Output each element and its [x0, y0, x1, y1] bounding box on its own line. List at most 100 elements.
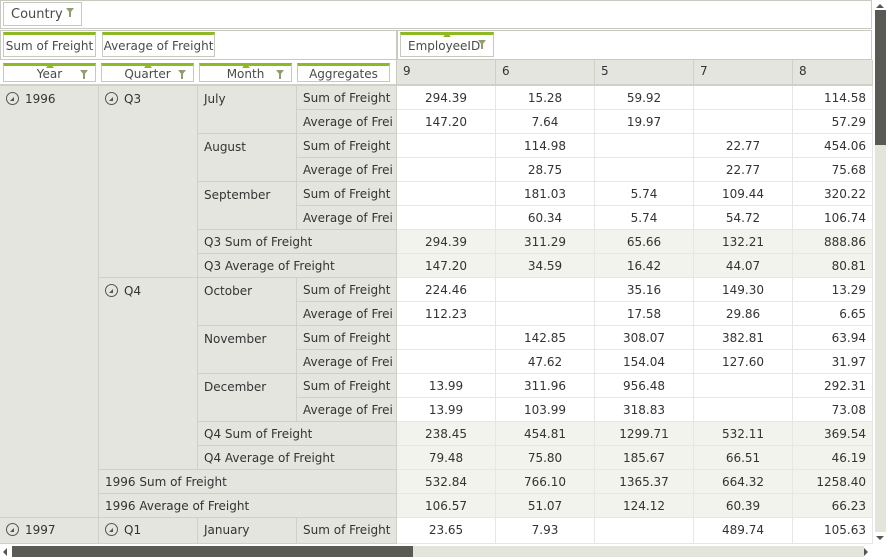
data-cell[interactable]: [397, 206, 496, 230]
data-cell[interactable]: [496, 302, 595, 326]
data-cell[interactable]: 59.92: [595, 86, 694, 110]
collapse-icon[interactable]: [105, 284, 118, 297]
data-cell[interactable]: 142.85: [496, 326, 595, 350]
data-cell[interactable]: 47.62: [496, 350, 595, 374]
data-cell[interactable]: 454.81: [496, 422, 595, 446]
row-field-quarter[interactable]: Quarter: [101, 63, 194, 82]
data-cell[interactable]: 5.74: [595, 182, 694, 206]
row-field-year[interactable]: Year: [3, 63, 96, 82]
row-field-month[interactable]: Month: [199, 63, 292, 82]
data-cell[interactable]: 127.60: [694, 350, 793, 374]
data-cell[interactable]: 60.39: [694, 494, 793, 518]
data-cell[interactable]: 66.23: [793, 494, 873, 518]
data-cell[interactable]: 7.64: [496, 110, 595, 134]
data-cell[interactable]: 34.59: [496, 254, 595, 278]
data-cell[interactable]: [595, 518, 694, 544]
scroll-left-arrow[interactable]: [3, 548, 7, 556]
data-cell[interactable]: 224.46: [397, 278, 496, 302]
scroll-up-arrow[interactable]: [876, 4, 884, 8]
data-cell[interactable]: [397, 326, 496, 350]
data-cell[interactable]: 103.99: [496, 398, 595, 422]
data-cell[interactable]: [595, 134, 694, 158]
column-header-9[interactable]: 9: [397, 60, 496, 86]
data-cell[interactable]: 532.84: [397, 470, 496, 494]
data-cell[interactable]: 318.83: [595, 398, 694, 422]
data-cell[interactable]: [397, 350, 496, 374]
data-cell[interactable]: [595, 158, 694, 182]
column-header-6[interactable]: 6: [496, 60, 595, 86]
data-cell[interactable]: 238.45: [397, 422, 496, 446]
data-cell[interactable]: 15.28: [496, 86, 595, 110]
data-cell[interactable]: 147.20: [397, 254, 496, 278]
data-cell[interactable]: 766.10: [496, 470, 595, 494]
row-header-year-1996[interactable]: 1996: [0, 86, 99, 518]
row-field-aggregates[interactable]: Aggregates: [297, 63, 390, 82]
data-cell[interactable]: 185.67: [595, 446, 694, 470]
data-cell[interactable]: 23.65: [397, 518, 496, 544]
data-cell[interactable]: 73.08: [793, 398, 873, 422]
horizontal-scroll-thumb[interactable]: [12, 546, 413, 557]
data-cell[interactable]: [397, 134, 496, 158]
data-cell[interactable]: 17.58: [595, 302, 694, 326]
data-cell[interactable]: 57.29: [793, 110, 873, 134]
data-cell[interactable]: 66.51: [694, 446, 793, 470]
data-cell[interactable]: 489.74: [694, 518, 793, 544]
column-header-8[interactable]: 8: [793, 60, 873, 86]
data-cell[interactable]: 6.65: [793, 302, 873, 326]
data-cell[interactable]: 22.77: [694, 158, 793, 182]
collapse-icon[interactable]: [105, 523, 118, 536]
data-cell[interactable]: 51.07: [496, 494, 595, 518]
data-cell[interactable]: 147.20: [397, 110, 496, 134]
data-field-avg-freight[interactable]: Average of Freight: [102, 32, 215, 57]
data-cell[interactable]: 114.58: [793, 86, 873, 110]
data-cell[interactable]: 532.11: [694, 422, 793, 446]
data-cell[interactable]: 79.48: [397, 446, 496, 470]
data-cell[interactable]: 369.54: [793, 422, 873, 446]
data-cell[interactable]: 65.66: [595, 230, 694, 254]
vertical-scroll-thumb[interactable]: [875, 10, 886, 145]
data-cell[interactable]: [397, 182, 496, 206]
data-cell[interactable]: 888.86: [793, 230, 873, 254]
scroll-down-arrow[interactable]: [876, 536, 884, 540]
data-cell[interactable]: 1299.71: [595, 422, 694, 446]
data-cell[interactable]: 7.93: [496, 518, 595, 544]
filter-icon[interactable]: [276, 70, 284, 79]
data-cell[interactable]: 664.32: [694, 470, 793, 494]
row-header-q3[interactable]: Q3: [99, 86, 198, 278]
data-cell[interactable]: 46.19: [793, 446, 873, 470]
data-cell[interactable]: [694, 86, 793, 110]
data-cell[interactable]: 80.81: [793, 254, 873, 278]
column-field-employeeid[interactable]: EmployeeID: [400, 32, 494, 57]
data-cell[interactable]: 16.42: [595, 254, 694, 278]
data-cell[interactable]: 149.30: [694, 278, 793, 302]
data-cell[interactable]: 35.16: [595, 278, 694, 302]
data-cell[interactable]: 308.07: [595, 326, 694, 350]
data-cell[interactable]: 181.03: [496, 182, 595, 206]
collapse-icon[interactable]: [6, 92, 19, 105]
filter-field-country[interactable]: Country: [3, 2, 82, 26]
data-cell[interactable]: 13.29: [793, 278, 873, 302]
data-cell[interactable]: 294.39: [397, 230, 496, 254]
data-cell[interactable]: 13.99: [397, 398, 496, 422]
data-cell[interactable]: 60.34: [496, 206, 595, 230]
data-cell[interactable]: [694, 110, 793, 134]
data-cell[interactable]: 320.22: [793, 182, 873, 206]
data-cell[interactable]: 1258.40: [793, 470, 873, 494]
data-cell[interactable]: 75.80: [496, 446, 595, 470]
data-cell[interactable]: 292.31: [793, 374, 873, 398]
scroll-right-arrow[interactable]: [864, 548, 868, 556]
data-cell[interactable]: 75.68: [793, 158, 873, 182]
data-cell[interactable]: 63.94: [793, 326, 873, 350]
data-cell[interactable]: 311.29: [496, 230, 595, 254]
data-cell[interactable]: 311.96: [496, 374, 595, 398]
data-cell[interactable]: 29.86: [694, 302, 793, 326]
data-cell[interactable]: 19.97: [595, 110, 694, 134]
data-field-sum-freight[interactable]: Sum of Freight: [3, 32, 96, 57]
row-header-year-1997[interactable]: 1997: [0, 518, 99, 544]
column-header-7[interactable]: 7: [694, 60, 793, 86]
data-cell[interactable]: 382.81: [694, 326, 793, 350]
vertical-scroll-track[interactable]: [875, 145, 886, 532]
data-cell[interactable]: [694, 374, 793, 398]
collapse-icon[interactable]: [6, 523, 19, 536]
data-cell[interactable]: 106.57: [397, 494, 496, 518]
